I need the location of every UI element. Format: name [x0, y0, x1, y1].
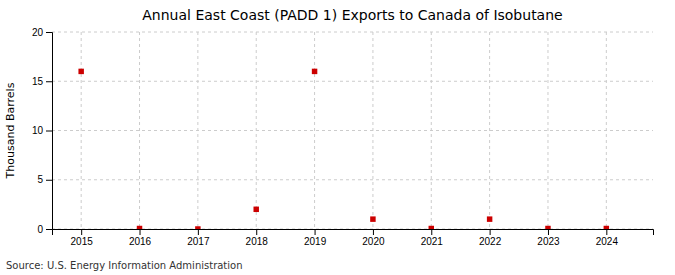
x-tick: 2023 — [537, 229, 560, 247]
x-tick-label: 2015 — [71, 236, 94, 247]
x-tick-label: 2021 — [421, 236, 444, 247]
x-grid-line — [431, 32, 432, 229]
x-tick-mark — [81, 229, 82, 235]
y-tick: 0 — [37, 224, 52, 235]
x-axis-line — [53, 230, 654, 236]
y-tick: 10 — [32, 125, 52, 136]
y-tick-label: 15 — [32, 76, 44, 87]
x-tick: 2021 — [421, 229, 444, 247]
x-tick: 2024 — [596, 229, 619, 247]
x-tick-label: 2016 — [129, 236, 152, 247]
x-tick-mark — [256, 229, 257, 235]
point — [253, 207, 258, 212]
y-grid-line — [52, 81, 653, 82]
x-tick-label: 2019 — [304, 236, 327, 247]
y-tick-label: 10 — [32, 125, 44, 136]
y-tick-label: 0 — [37, 224, 43, 235]
x-tick-mark — [315, 229, 316, 235]
y-tick-mark — [46, 131, 52, 132]
x-tick: 2018 — [246, 229, 269, 247]
y-tick-label: 5 — [37, 174, 43, 185]
x-tick-label: 2018 — [246, 236, 269, 247]
x-tick-label: 2022 — [479, 236, 502, 247]
x-grid-line — [314, 32, 315, 229]
points-inner — [78, 69, 609, 229]
x-grid-line — [81, 32, 82, 229]
x-tick-mark — [431, 229, 432, 235]
title: Annual East Coast (PADD 1) Exports to Ca… — [142, 7, 562, 23]
y-tick-mark — [46, 81, 52, 82]
points — [78, 69, 609, 229]
x-grid-line — [606, 32, 607, 229]
y-axis: 0 5 10 15 20 — [32, 27, 53, 235]
x-tick: 2015 — [71, 229, 94, 247]
x-tick-mark — [373, 229, 374, 235]
x-grid-line — [489, 32, 490, 229]
y-tick-mark — [46, 229, 52, 230]
x-grid-line — [139, 32, 140, 229]
point — [312, 69, 317, 74]
point — [487, 216, 492, 221]
y-axis-line — [46, 33, 53, 230]
y-axis-label: Thousand Barrels — [4, 82, 17, 179]
grid — [52, 32, 653, 229]
y-tick: 5 — [37, 174, 52, 185]
x-tick: 2016 — [129, 229, 152, 247]
point — [370, 216, 375, 221]
x-grid-line — [372, 32, 373, 229]
plot: 2015201620172018201920202021202220232024… — [32, 27, 654, 247]
point — [78, 69, 83, 74]
chart: 2015201620172018201920202021202220232024… — [0, 0, 675, 275]
x-tick: 2019 — [304, 229, 327, 247]
y-tick-mark — [46, 32, 52, 33]
point — [195, 226, 200, 229]
x-tick-mark — [548, 229, 549, 235]
x-grid-line — [256, 32, 257, 229]
point — [137, 226, 142, 229]
y-tick-mark — [46, 180, 52, 181]
x-grid-line — [197, 32, 198, 229]
x-tick-mark — [490, 229, 491, 235]
point — [545, 226, 550, 229]
y-tick-label: 20 — [32, 27, 44, 38]
x-tick-label: 2017 — [187, 236, 210, 247]
x-tick-mark — [140, 229, 141, 235]
x-tick-mark — [198, 229, 199, 235]
point — [604, 226, 609, 229]
point — [429, 226, 434, 229]
x-tick-label: 2024 — [596, 236, 619, 247]
y-grid-line — [52, 130, 653, 131]
x-tick: 2020 — [362, 229, 385, 247]
x-tick: 2022 — [479, 229, 502, 247]
x-tick-mark — [606, 229, 607, 235]
x-tick-label: 2023 — [537, 236, 560, 247]
y-tick: 15 — [32, 76, 52, 87]
x-tick: 2017 — [187, 229, 210, 247]
y-grid-line — [52, 179, 653, 180]
x-grid-line — [547, 32, 548, 229]
y-tick: 20 — [32, 27, 52, 38]
x-tick-label: 2020 — [362, 236, 385, 247]
x-axis: 2015 2016 2017 2018 2019 2020 2021 2022 2023 2024 — [53, 229, 654, 247]
annotation: Source: U.S. Energy Information Administ… — [6, 260, 243, 271]
y-grid-line — [52, 32, 653, 33]
